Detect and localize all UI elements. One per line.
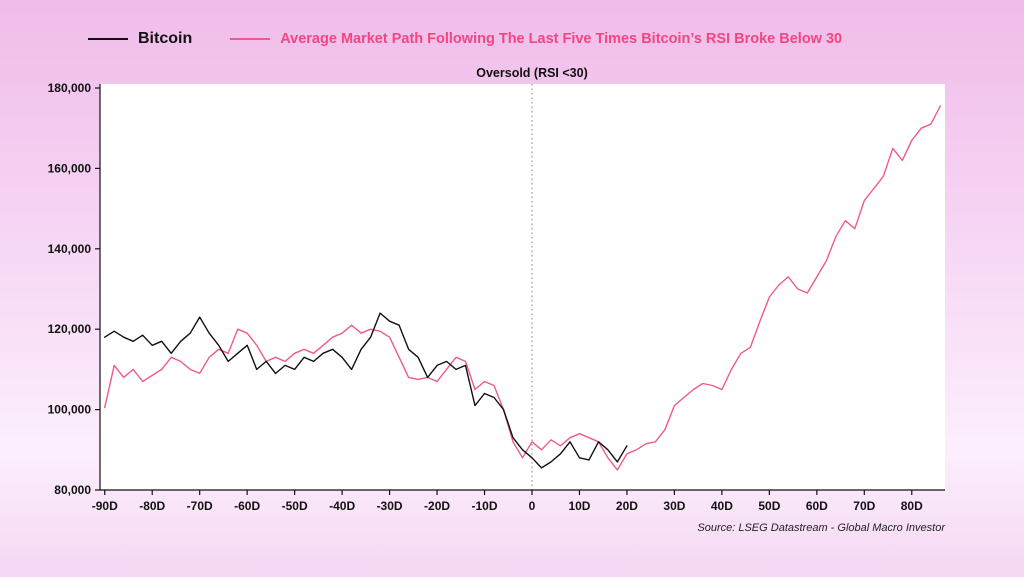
svg-text:-30D: -30D [377, 499, 403, 513]
svg-text:160,000: 160,000 [48, 161, 92, 175]
svg-text:10D: 10D [568, 499, 590, 513]
source-note: Source: LSEG Datastream - Global Macro I… [697, 522, 945, 534]
legend: Bitcoin Average Market Path Following Th… [88, 30, 842, 48]
svg-text:0: 0 [529, 499, 536, 513]
svg-text:60D: 60D [806, 499, 828, 513]
bitcoin-line-swatch [88, 38, 128, 40]
svg-text:30D: 30D [663, 499, 685, 513]
svg-text:-10D: -10D [472, 499, 498, 513]
svg-text:-50D: -50D [282, 499, 308, 513]
svg-text:120,000: 120,000 [48, 322, 92, 336]
svg-text:180,000: 180,000 [48, 81, 92, 95]
svg-text:-20D: -20D [424, 499, 450, 513]
svg-text:80D: 80D [901, 499, 923, 513]
svg-text:50D: 50D [758, 499, 780, 513]
svg-text:100,000: 100,000 [48, 403, 92, 417]
svg-text:-80D: -80D [139, 499, 165, 513]
chart-title: Oversold (RSI <30) [476, 66, 588, 80]
svg-text:-90D: -90D [92, 499, 118, 513]
svg-text:-70D: -70D [187, 499, 213, 513]
average-line-swatch [230, 38, 271, 40]
legend-label-average: Average Market Path Following The Last F… [280, 31, 843, 47]
svg-text:140,000: 140,000 [48, 242, 92, 256]
svg-text:40D: 40D [711, 499, 733, 513]
svg-text:-40D: -40D [329, 499, 355, 513]
legend-label-bitcoin: Bitcoin [138, 30, 193, 47]
svg-text:80,000: 80,000 [54, 483, 91, 497]
svg-text:20D: 20D [616, 499, 638, 513]
svg-text:-60D: -60D [234, 499, 260, 513]
svg-text:70D: 70D [853, 499, 875, 513]
